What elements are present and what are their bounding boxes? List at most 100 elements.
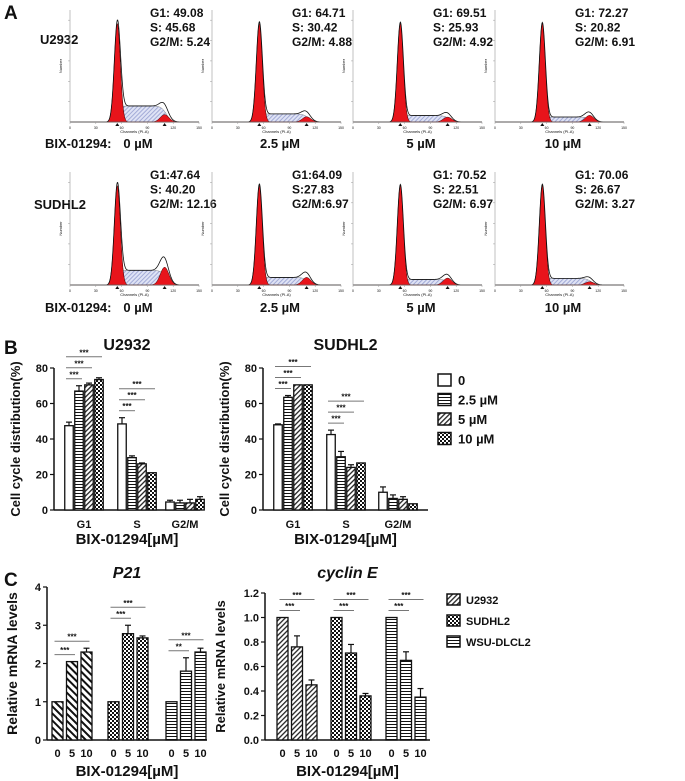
- x-tick-label: 60: [120, 126, 124, 130]
- phase-stat: G1: 69.51: [433, 6, 487, 20]
- bar: [326, 433, 336, 511]
- legend-label: 5 µM: [458, 412, 487, 427]
- bar: [276, 616, 289, 741]
- x-tick-label: 120: [312, 126, 318, 130]
- y-axis-label: Number: [341, 221, 346, 236]
- significance-label: ***: [67, 633, 77, 642]
- x-tick-label: 150: [621, 126, 627, 130]
- y-tick-label: 0.2: [244, 711, 259, 723]
- legend-swatch: [437, 431, 452, 446]
- bar-group: [336, 450, 346, 511]
- x-tick-label: 0: [279, 748, 285, 760]
- y-axis-label: Number: [200, 221, 205, 236]
- significance-label: ***: [283, 369, 293, 378]
- y-axis-label: Number: [58, 58, 63, 73]
- x-tick-label: 10: [305, 748, 317, 760]
- bar-group: [385, 616, 398, 741]
- bar-group: [388, 494, 398, 511]
- x-tick-label: 60: [403, 289, 407, 293]
- phase-stat: G1: 70.52: [433, 168, 487, 182]
- legend-swatch: [437, 412, 452, 426]
- bar: [165, 501, 175, 511]
- bar-group: [179, 657, 193, 741]
- x-tick-label: 5: [183, 748, 189, 760]
- bar: [84, 384, 94, 511]
- peak-marker-icon: [587, 286, 592, 289]
- phase-stat: G2/M: 12.16: [150, 197, 217, 211]
- category-label: G2/M: [385, 519, 412, 531]
- significance-label: ***: [116, 610, 126, 619]
- bar-group: [185, 498, 195, 511]
- peak-marker-icon: [304, 286, 309, 289]
- x-tick-label: 60: [545, 289, 549, 293]
- bar-chart-p21: 0 1 2 3 4 P21 Relative mRNA levels BIX-01294[µM…: [4, 565, 207, 780]
- phase-stat: G2/M: 6.91: [575, 35, 635, 49]
- x-tick-label: 150: [338, 126, 344, 130]
- x-tick-label: 30: [519, 289, 523, 293]
- phase-stat: S:27.83: [292, 183, 334, 197]
- phase-stat: G2/M:6.97: [292, 197, 349, 211]
- x-tick-label: 60: [120, 289, 124, 293]
- bar-group: [273, 423, 283, 511]
- bar: [414, 696, 427, 741]
- phase-stat: S: 22.51: [433, 183, 479, 197]
- phase-stat: G2/M: 6.97: [433, 197, 493, 211]
- peak-marker-icon: [398, 123, 403, 126]
- peak-marker-icon: [162, 123, 167, 126]
- phase-stat: S: 40.20: [150, 183, 196, 197]
- significance-label: ***: [74, 359, 84, 368]
- x-tick-label: 90: [145, 126, 149, 130]
- y-tick-label: 0: [251, 505, 257, 517]
- x-tick-label: 150: [479, 289, 485, 293]
- significance-label: ***: [346, 591, 356, 600]
- phase-stat: G2/M: 3.27: [575, 197, 635, 211]
- phase-stat: G2/M: 4.88: [292, 35, 352, 49]
- significance-label: ***: [278, 380, 288, 389]
- chart-title: P21: [113, 565, 142, 582]
- significance-label: ***: [132, 380, 142, 389]
- x-tick-label: 90: [570, 289, 574, 293]
- x-tick-label: 150: [479, 126, 485, 130]
- bar-group: [65, 660, 79, 741]
- bar: [330, 616, 343, 741]
- bar: [185, 502, 195, 511]
- significance-label: ***: [288, 358, 298, 367]
- y-tick-label: 80: [245, 363, 257, 375]
- bar: [80, 651, 93, 741]
- legend-cell-lines: U2932 SUDHL2 WSU-DLCL2: [446, 593, 531, 649]
- s-phase-area: [212, 113, 342, 123]
- significance-label: ***: [331, 415, 341, 424]
- y-tick-label: 1.0: [244, 613, 259, 625]
- legend-label: 10 µM: [458, 432, 494, 447]
- bar-group: [305, 679, 318, 741]
- x-tick-label: 60: [262, 289, 266, 293]
- histogram: 0 30 60 90 120 150 Channels (PI-A) Number G1: 64…: [200, 6, 352, 134]
- x-axis-label: BIX-01294[µM]: [296, 763, 399, 780]
- bar-group: [330, 616, 343, 741]
- bar: [136, 637, 149, 741]
- bar-group: [165, 701, 178, 741]
- bar: [290, 646, 304, 741]
- y-tick-label: 3: [35, 620, 41, 632]
- x-tick-label: 5: [403, 748, 409, 760]
- y-tick-label: 60: [36, 399, 48, 411]
- x-axis-label: Channels (PI-A): [403, 129, 432, 134]
- x-tick-label: 120: [595, 126, 601, 130]
- panel-c-bar-charts: 0 1 2 3 4 P21 Relative mRNA levels BIX-01294[µM…: [4, 565, 531, 780]
- significance-label: ***: [69, 370, 79, 379]
- phase-stat: G1: 49.08: [150, 6, 204, 20]
- x-tick-label: 120: [170, 289, 176, 293]
- bar-group: [359, 692, 372, 741]
- x-tick-label: 0: [54, 748, 60, 760]
- bar: [194, 651, 207, 741]
- s-phase-area: [70, 270, 200, 286]
- y-tick-label: 0.4: [244, 686, 260, 698]
- x-axis-label: Channels (PI-A): [545, 292, 574, 297]
- y-tick-label: 0.8: [244, 637, 259, 649]
- y-axis-label: Number: [200, 58, 205, 73]
- bar-group: [137, 462, 147, 511]
- x-axis-label: Channels (PI-A): [403, 292, 432, 297]
- treatment-label: BIX-01294:: [45, 300, 111, 315]
- x-tick-label: 90: [428, 289, 432, 293]
- x-tick-label: 90: [287, 126, 291, 130]
